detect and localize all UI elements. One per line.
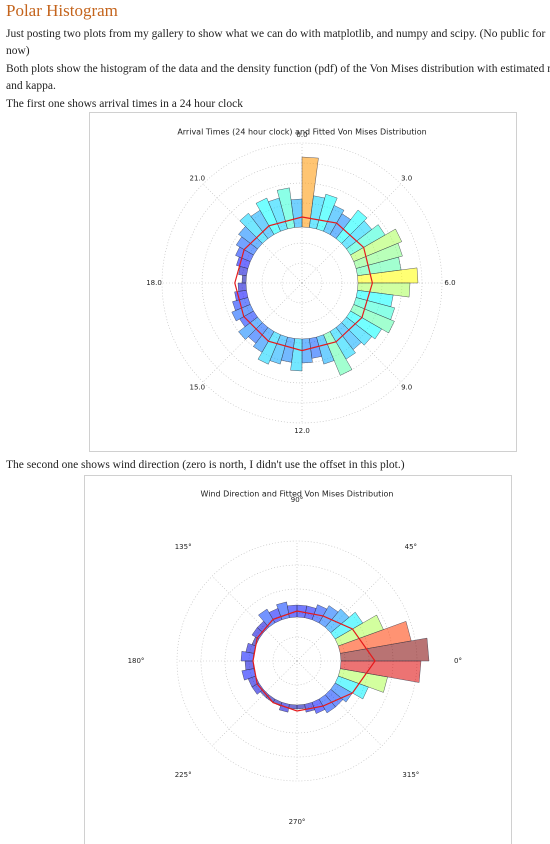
bar xyxy=(341,316,373,346)
bar xyxy=(350,304,395,334)
bar xyxy=(340,660,422,683)
chart: 0.0 3.0 6.0 9.0 12.0 15.0 18.0 21.0 Arrival Time… xyxy=(146,128,455,436)
theta-tick-label: 9.0 xyxy=(401,384,412,392)
theta-tick-label: 225° xyxy=(175,771,192,779)
theta-tick-label: 21.0 xyxy=(190,174,206,182)
pdf-line xyxy=(234,216,374,352)
bar xyxy=(325,608,350,633)
theta-tick-label: 135° xyxy=(175,543,192,551)
theta-tick-label: 45° xyxy=(405,543,417,551)
bar xyxy=(330,611,364,640)
theta-tick-label: 3.0 xyxy=(401,174,412,182)
paragraph: Both plots show the histogram of the dat… xyxy=(6,63,550,92)
theta-tick-label: 315° xyxy=(402,771,419,779)
theta-tick-label: 0° xyxy=(454,657,462,665)
bar xyxy=(316,193,338,232)
bar xyxy=(346,310,382,340)
bar xyxy=(255,197,281,235)
bar xyxy=(290,198,303,228)
bar xyxy=(296,704,306,710)
theta-tick-label: 6.0 xyxy=(444,279,455,287)
pdf-line xyxy=(252,610,376,712)
grid-circle xyxy=(281,262,323,304)
bar xyxy=(241,274,247,284)
bar xyxy=(278,702,290,713)
chart-title: Wind Direction and Fitted Von Mises Dist… xyxy=(201,490,394,499)
bar xyxy=(257,331,281,365)
bar xyxy=(357,282,411,298)
bar xyxy=(311,604,328,624)
bar xyxy=(335,209,368,244)
paragraph: The first one shows arrival times in a 2… xyxy=(6,98,243,110)
theta-tick-label: 90° xyxy=(291,496,303,504)
bar xyxy=(238,316,263,340)
bar xyxy=(253,327,275,353)
bar xyxy=(239,212,269,244)
post-title: Polar Histogram xyxy=(6,1,118,20)
bar xyxy=(318,605,339,628)
bar xyxy=(353,242,403,269)
bar xyxy=(251,627,264,640)
bar xyxy=(350,228,403,262)
bar xyxy=(323,205,345,235)
figure: 0° 45° 90° 135° 180° 225° 270° 315° Wind Directi… xyxy=(84,475,512,844)
bar xyxy=(357,267,419,284)
bar xyxy=(323,331,353,376)
bar xyxy=(316,334,335,365)
bar xyxy=(334,614,384,647)
figure: 0.0 3.0 6.0 9.0 12.0 15.0 18.0 21.0 Arrival Time… xyxy=(89,112,517,452)
theta-tick-label: 12.0 xyxy=(294,427,310,435)
bar xyxy=(276,187,295,230)
grid-circle xyxy=(161,142,443,424)
bar xyxy=(301,156,319,228)
paragraph: The second one shows wind direction (zer… xyxy=(6,459,405,471)
chart: 0° 45° 90° 135° 180° 225° 270° 315° Wind Directi… xyxy=(128,490,462,827)
bar xyxy=(232,297,251,311)
bar xyxy=(338,621,412,654)
theta-tick-label: 270° xyxy=(289,818,306,826)
chart-title: Arrival Times (24 hour clock) and Fitted… xyxy=(177,128,426,137)
bar xyxy=(290,338,303,372)
theta-tick-label: 15.0 xyxy=(190,384,206,392)
bar xyxy=(237,282,247,292)
theta-tick-label: 0.0 xyxy=(296,131,307,139)
paragraph: Just posting two plots from my gallery t… xyxy=(6,28,546,57)
theta-tick-label: 180° xyxy=(128,657,145,665)
theta-tick-label: 18.0 xyxy=(146,279,162,287)
